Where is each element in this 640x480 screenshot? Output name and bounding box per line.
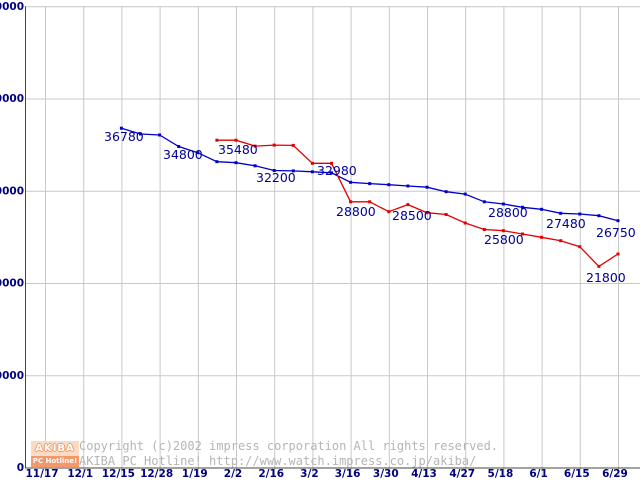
blue-price-series-marker: [597, 214, 601, 218]
value-label: 34800: [163, 147, 203, 162]
x-tick-label: 3/2: [300, 468, 318, 480]
red-price-series-marker: [310, 161, 314, 165]
red-price-series-marker: [559, 239, 563, 243]
value-label: 32200: [256, 170, 296, 185]
x-tick-label: 12/1: [67, 468, 93, 480]
red-price-series-marker: [253, 144, 257, 148]
blue-price-series-marker: [444, 190, 448, 194]
red-price-series-marker: [616, 252, 620, 256]
blue-price-series-marker: [196, 151, 200, 155]
y-tick-label: 20000: [0, 278, 24, 290]
value-label: 36780: [104, 129, 144, 144]
value-label: 26750: [596, 225, 636, 240]
y-tick-label: 50000: [0, 1, 24, 13]
value-label: 28500: [392, 208, 432, 223]
copyright-text: Copyright (c)2002 impress corporation Al…: [79, 439, 499, 453]
red-price-series-marker: [597, 264, 601, 268]
red-price-series-marker: [444, 213, 448, 216]
blue-price-series-marker: [349, 180, 353, 184]
blue-price-series-marker: [387, 183, 391, 187]
x-tick-label: 6/15: [564, 468, 590, 480]
x-tick-label: 3/16: [335, 468, 361, 480]
red-price-series-marker: [406, 203, 410, 207]
blue-price-series-marker: [215, 160, 219, 164]
blue-price-series-marker: [310, 170, 314, 174]
red-price-series-marker: [463, 221, 467, 225]
red-price-series-marker: [368, 200, 372, 204]
blue-price-series-marker: [616, 219, 620, 223]
blue-price-series-marker: [463, 192, 467, 196]
pc-hotline-logo-text: PC Hotline!: [31, 456, 79, 467]
blue-price-series-marker: [559, 211, 563, 215]
blue-price-series-marker: [540, 207, 544, 211]
y-tick-label: 10000: [0, 370, 24, 382]
x-tick-label: 2/16: [258, 468, 284, 480]
red-price-series-marker: [349, 200, 353, 204]
x-tick-label: 4/27: [449, 468, 475, 480]
x-tick-label: 12/28: [140, 468, 173, 480]
red-price-series-marker: [234, 138, 238, 142]
x-tick-label: 3/30: [373, 468, 399, 480]
x-tick-label: 6/1: [529, 468, 547, 480]
blue-price-series-marker: [272, 169, 276, 172]
x-tick-label: 1/19: [182, 468, 208, 480]
value-label: 32980: [317, 163, 357, 178]
value-label: 35480: [218, 142, 258, 157]
akiba-logo-text: AKIBA: [31, 441, 79, 456]
y-tick-label: 40000: [0, 93, 24, 105]
red-price-series-marker: [482, 228, 486, 231]
value-label: 28800: [336, 204, 376, 219]
red-price-series-marker: [540, 235, 544, 239]
blue-price-series-marker: [139, 132, 142, 136]
blue-price-series-marker: [406, 184, 410, 188]
red-price-series-marker: [330, 161, 333, 165]
value-label: 21800: [586, 270, 626, 285]
blue-price-series-marker: [521, 205, 524, 209]
red-price-series-marker: [501, 229, 505, 233]
blue-price-series-marker: [119, 126, 123, 130]
red-price-series-line: [216, 139, 619, 268]
value-label: 28800: [488, 205, 528, 220]
blue-price-series-marker: [234, 161, 238, 165]
value-label: 25800: [484, 232, 524, 247]
y-tick-label: 0: [17, 462, 24, 474]
blue-price-series-marker: [291, 169, 295, 173]
x-tick-label: 12/15: [102, 468, 135, 480]
blue-price-series-marker: [425, 185, 429, 189]
red-price-series-marker: [387, 210, 391, 214]
y-tick-label: 30000: [0, 185, 24, 197]
blue-price-series-marker: [368, 182, 372, 186]
blue-price-series-marker: [253, 164, 257, 168]
blue-price-series-marker: [482, 200, 486, 204]
x-tick-label: 11/17: [25, 468, 58, 480]
red-price-series-marker: [291, 143, 295, 147]
red-price-series-marker: [521, 232, 524, 236]
x-tick-label: 2/2: [224, 468, 242, 480]
site-url-text: AKIBA PC Hotline! http://www.watch.impre…: [79, 454, 477, 468]
x-tick-label: 4/13: [411, 468, 437, 480]
value-label: 27480: [546, 216, 586, 231]
x-tick-label: 5/18: [488, 468, 514, 480]
red-price-series-marker: [272, 143, 276, 147]
blue-price-series-marker: [177, 145, 181, 148]
akiba-pc-hotline-logo: AKIBA PC Hotline!: [31, 441, 79, 467]
blue-price-series-marker: [578, 212, 582, 216]
blue-price-series-marker: [330, 171, 333, 175]
red-price-series-marker: [578, 245, 582, 249]
blue-price-series-marker: [501, 202, 505, 206]
blue-price-series-marker: [158, 133, 162, 137]
x-tick-label: 6/29: [602, 468, 628, 480]
red-price-series-marker: [215, 138, 219, 142]
red-price-series-marker: [425, 211, 429, 215]
